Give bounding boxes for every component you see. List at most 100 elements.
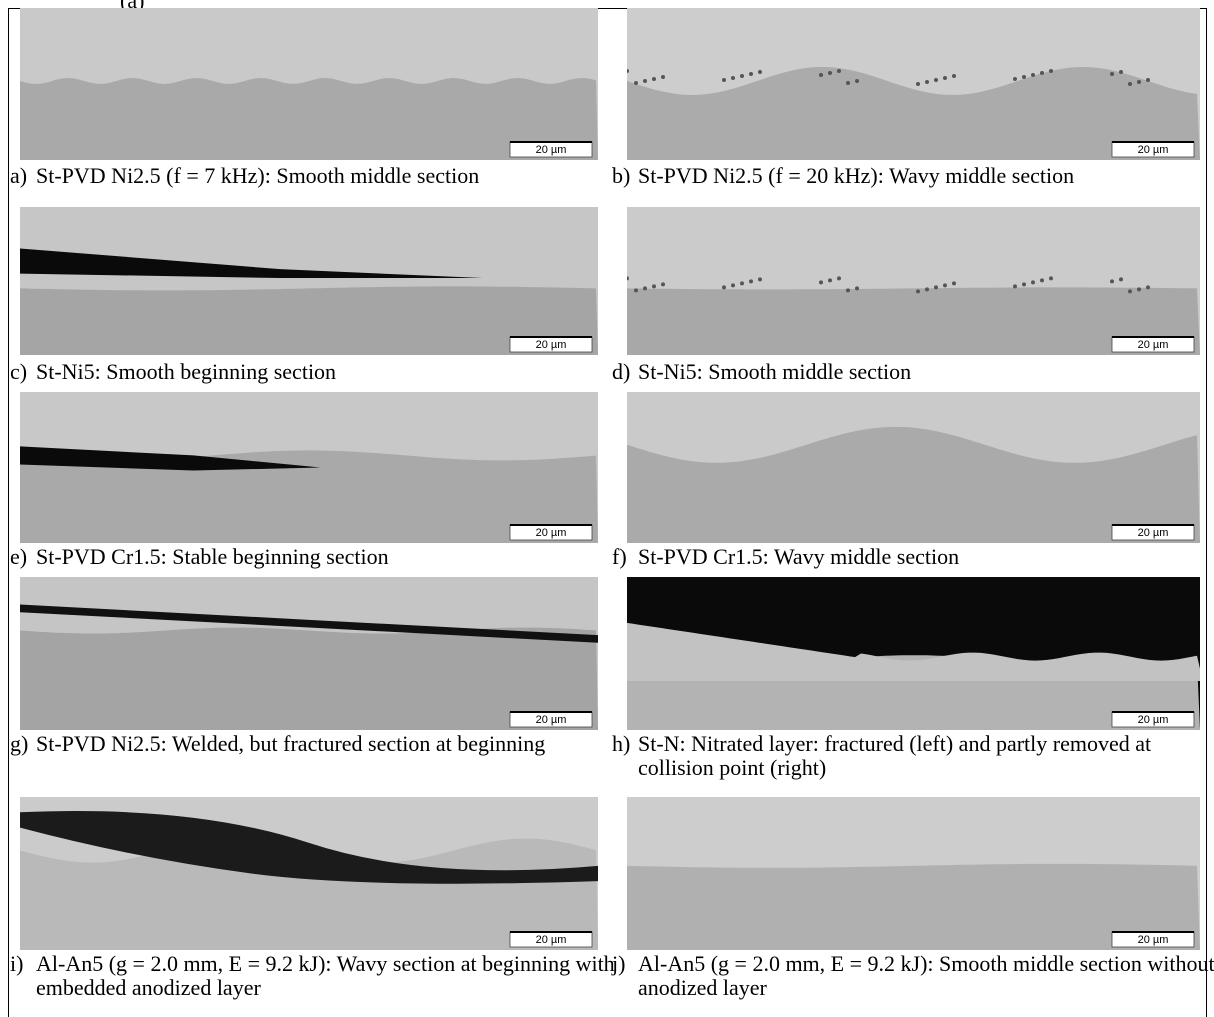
micrograph: 20 µm xyxy=(20,207,598,355)
pore xyxy=(740,73,744,78)
pore xyxy=(1022,282,1026,287)
pore xyxy=(1146,285,1150,290)
micrograph: 20 µm xyxy=(20,797,598,950)
caption-text: St-PVD Ni2.5 (f = 7 kHz): Smooth middle … xyxy=(36,163,480,188)
image-lower xyxy=(627,863,1200,950)
pore xyxy=(1137,287,1141,292)
pore xyxy=(1146,77,1150,82)
pore xyxy=(916,81,920,86)
scale-label: 20 µm xyxy=(536,714,567,726)
scale-label: 20 µm xyxy=(1138,714,1169,726)
pore xyxy=(1110,71,1114,76)
pore xyxy=(925,287,929,292)
scale-bar: 20 µm xyxy=(1111,336,1195,353)
pore xyxy=(846,80,850,85)
pore xyxy=(731,75,735,80)
caption: d) St-Ni5: Smooth middle section xyxy=(612,360,1214,384)
pore xyxy=(634,288,638,293)
caption-label: d) xyxy=(612,359,631,384)
caption-label: f) xyxy=(612,544,627,569)
pore xyxy=(855,78,859,83)
image-lower xyxy=(20,286,598,355)
pore xyxy=(855,286,859,291)
pore xyxy=(952,281,956,286)
pore xyxy=(661,74,665,79)
caption: f) St-PVD Cr1.5: Wavy middle section xyxy=(612,545,1214,569)
image-lower xyxy=(20,627,598,730)
pore xyxy=(722,77,726,82)
pore xyxy=(1031,280,1035,285)
image-lower xyxy=(627,67,1200,160)
micrograph: 20 µm xyxy=(627,797,1200,950)
caption: i) Al-An5 (g = 2.0 mm, E = 9.2 kJ): Wavy … xyxy=(10,952,616,1000)
caption: h) St-N: Nitrated layer: fractured (left)… xyxy=(612,732,1214,780)
pore xyxy=(1128,81,1132,86)
pore xyxy=(1013,76,1017,81)
scale-bar: 20 µm xyxy=(509,336,593,353)
scale-label: 20 µm xyxy=(536,527,567,539)
pore xyxy=(1040,70,1044,75)
caption-text: St-PVD Cr1.5: Wavy middle section xyxy=(638,544,960,569)
pore xyxy=(749,71,753,76)
micrograph: 20 µm xyxy=(627,8,1200,160)
scale-label: 20 µm xyxy=(1138,527,1169,539)
pore xyxy=(1119,69,1123,74)
pore xyxy=(722,285,726,290)
pore xyxy=(846,288,850,293)
caption-text: St-Ni5: Smooth middle section xyxy=(638,359,912,384)
caption: g) St-PVD Ni2.5: Welded, but fractured se… xyxy=(10,732,616,756)
frame-line xyxy=(8,8,9,1017)
pore xyxy=(1137,79,1141,84)
pore xyxy=(952,73,956,78)
caption-text: St-N: Nitrated layer: fractured (left) a… xyxy=(638,731,1152,780)
pore xyxy=(627,276,629,281)
pore xyxy=(652,76,656,81)
crack xyxy=(20,604,598,643)
caption-text: Al-An5 (g = 2.0 mm, E = 9.2 kJ): Wavy se… xyxy=(36,951,615,1000)
caption: b) St-PVD Ni2.5 (f = 20 kHz): Wavy middle… xyxy=(612,164,1214,188)
micrograph: 20 µm xyxy=(20,577,598,730)
pore xyxy=(837,276,841,281)
micrograph: 20 µm xyxy=(20,8,598,160)
caption-label: e) xyxy=(10,544,28,569)
scale-bar: 20 µm xyxy=(509,524,593,541)
pore xyxy=(1049,68,1053,73)
caption-label: g) xyxy=(10,731,29,756)
scale-label: 20 µm xyxy=(536,934,567,946)
pore xyxy=(634,80,638,85)
scale-bar: 20 µm xyxy=(509,141,593,158)
image-lower xyxy=(20,838,598,950)
caption-label: j) xyxy=(612,951,626,976)
image-lower xyxy=(627,287,1200,355)
nitrated-layer xyxy=(627,622,1200,682)
pore xyxy=(819,280,823,285)
pore xyxy=(731,283,735,288)
caption-text: St-PVD Cr1.5: Stable beginning section xyxy=(36,544,389,569)
pore xyxy=(934,77,938,82)
pore xyxy=(1013,284,1017,289)
caption-label: c) xyxy=(10,359,28,384)
pore xyxy=(758,69,762,74)
pore xyxy=(837,68,841,73)
pore xyxy=(643,78,647,83)
micrograph: 20 µm xyxy=(627,392,1200,543)
pore xyxy=(643,286,647,291)
caption-label: b) xyxy=(612,163,631,188)
caption: a) St-PVD Ni2.5 (f = 7 kHz): Smooth middl… xyxy=(10,164,616,188)
image-lower xyxy=(20,450,598,543)
scale-bar: 20 µm xyxy=(1111,931,1195,948)
caption: e) St-PVD Cr1.5: Stable beginning section xyxy=(10,545,616,569)
caption: c) St-Ni5: Smooth beginning section xyxy=(10,360,616,384)
pore xyxy=(828,70,832,75)
pore xyxy=(934,285,938,290)
pore xyxy=(758,277,762,282)
scale-bar: 20 µm xyxy=(1111,141,1195,158)
scale-bar: 20 µm xyxy=(1111,711,1195,728)
pore xyxy=(652,284,656,289)
pore xyxy=(925,79,929,84)
micrograph: 20 µm xyxy=(627,577,1200,730)
pore xyxy=(1040,278,1044,283)
crack xyxy=(20,446,321,471)
caption-text: St-PVD Ni2.5: Welded, but fractured sect… xyxy=(36,731,546,756)
